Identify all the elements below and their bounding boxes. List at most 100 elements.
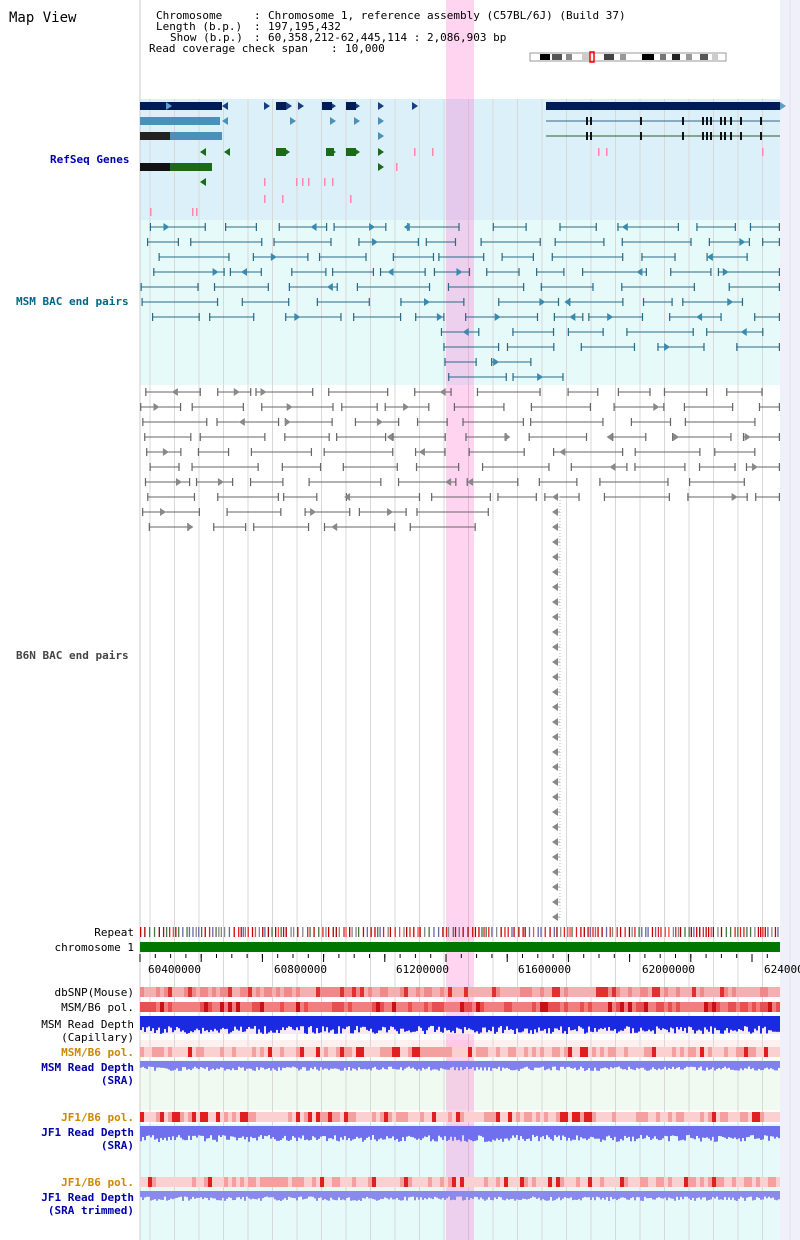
repeat-mark <box>195 927 197 937</box>
heat-cell <box>596 1177 600 1187</box>
bac-end <box>455 478 457 486</box>
bac-end <box>626 328 628 336</box>
heat-cell <box>344 1047 348 1057</box>
heat-cell <box>652 1112 656 1122</box>
depth-bar <box>310 1061 312 1068</box>
depth-bar <box>452 1126 454 1141</box>
heat-cell <box>308 1177 312 1187</box>
depth-bar <box>582 1016 584 1029</box>
repeat-mark <box>338 927 340 937</box>
bac-end <box>754 313 756 321</box>
depth-bar <box>370 1126 372 1140</box>
depth-bar <box>598 1126 600 1139</box>
heat-cell <box>284 1002 288 1012</box>
depth-bar <box>456 1061 458 1068</box>
depth-bar <box>146 1016 148 1028</box>
heat-cell <box>624 1112 628 1122</box>
track-label-refseq[interactable]: RefSeq Genes <box>50 153 130 166</box>
track-label-b6n-bac[interactable]: B6N BAC end pairs <box>16 649 129 662</box>
repeat-mark <box>729 927 732 937</box>
gene-exon <box>140 163 170 171</box>
track-label-msm-bac[interactable]: MSM BAC end pairs <box>16 295 129 308</box>
gene-exon <box>720 117 722 125</box>
repeat-mark <box>654 927 657 937</box>
depth-bar <box>318 1126 320 1139</box>
heat-cell <box>232 1177 236 1187</box>
heat-cell <box>404 1112 408 1122</box>
depth-bar <box>674 1016 676 1034</box>
depth-bar <box>626 1126 628 1138</box>
bac-end <box>778 403 780 411</box>
heat-cell <box>368 1047 372 1057</box>
bac-end <box>414 388 416 396</box>
depth-bar <box>488 1016 490 1031</box>
bac-end <box>365 253 367 261</box>
depth-bar <box>266 1061 268 1069</box>
depth-bar <box>376 1191 378 1201</box>
heat-cell <box>204 1177 208 1187</box>
heat-cell <box>632 1112 636 1122</box>
depth-bar <box>322 1126 324 1137</box>
repeat-mark <box>355 927 357 937</box>
heat-cell <box>772 1112 776 1122</box>
depth-bar <box>224 1191 226 1201</box>
depth-bar <box>200 1191 202 1198</box>
heat-cell <box>420 1112 424 1122</box>
depth-bar <box>268 1016 270 1033</box>
depth-bar <box>504 1191 506 1201</box>
depth-bar <box>400 1016 402 1029</box>
depth-bar <box>748 1061 750 1067</box>
repeat-mark <box>387 927 389 937</box>
depth-bar <box>178 1191 180 1198</box>
heat-cell <box>308 1047 312 1057</box>
heat-cell <box>392 1002 396 1012</box>
repeat-mark <box>560 927 562 937</box>
depth-bar <box>680 1016 682 1028</box>
heat-cell <box>144 987 148 997</box>
heat-cell <box>768 1047 772 1057</box>
depth-bar <box>426 1126 428 1138</box>
depth-bar <box>436 1126 438 1142</box>
heat-cell <box>184 1177 188 1187</box>
heat-cell <box>500 1177 504 1187</box>
depth-bar <box>762 1061 764 1070</box>
bac-end <box>398 418 400 426</box>
bac-end <box>444 358 446 366</box>
gene-exon <box>326 148 334 156</box>
depth-bar <box>326 1061 328 1069</box>
depth-bar <box>750 1061 752 1070</box>
bac-end <box>497 343 500 351</box>
heat-cell <box>700 1177 704 1187</box>
bac-arrow <box>606 433 613 441</box>
heat-cell <box>572 1177 576 1187</box>
depth-bar <box>210 1126 212 1136</box>
heat-cell <box>528 1047 532 1057</box>
depth-bar <box>744 1191 746 1201</box>
depth-bar <box>390 1061 392 1067</box>
depth-bar <box>396 1126 398 1139</box>
repeat-mark <box>382 927 385 937</box>
heat-cell <box>312 1047 316 1057</box>
heat-cell <box>536 1177 540 1187</box>
heat-cell <box>732 1047 736 1057</box>
depth-bar <box>324 1016 326 1032</box>
depth-bar <box>446 1016 448 1031</box>
depth-bar <box>372 1016 374 1033</box>
heat-cell <box>436 1177 440 1187</box>
bac-end <box>142 418 144 426</box>
depth-bar <box>754 1126 756 1139</box>
heat-cell <box>704 1177 708 1187</box>
repeat-mark <box>580 927 582 937</box>
heat-cell <box>208 1177 212 1187</box>
depth-bar <box>690 1126 692 1138</box>
heat-cell <box>572 1047 576 1057</box>
depth-bar <box>288 1016 290 1027</box>
heat-cell <box>740 1002 744 1012</box>
heat-cell <box>228 987 232 997</box>
heat-cell <box>312 1112 316 1122</box>
heat-cell <box>536 1112 540 1122</box>
bac-end <box>551 253 553 261</box>
repeat-mark <box>645 927 647 937</box>
depth-bar <box>288 1191 290 1197</box>
